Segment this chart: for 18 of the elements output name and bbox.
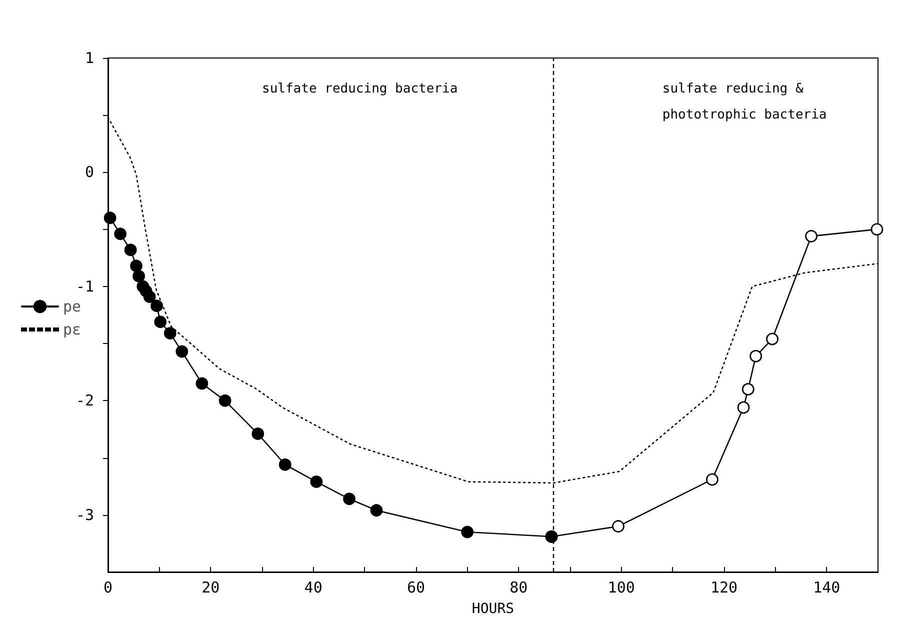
x-tick-label: 40 <box>304 578 322 596</box>
y-tick-label: -2 <box>76 392 94 410</box>
x-tick-label: 80 <box>510 578 528 596</box>
x-tick-label: 60 <box>406 578 426 596</box>
annotation: sulfate reducing bacteria <box>262 82 458 96</box>
y-tick-label: -1 <box>76 277 94 296</box>
x-tick-label: 20 <box>202 578 220 596</box>
y-tick-label: 1 <box>84 49 94 67</box>
legend-label: pe <box>63 298 82 316</box>
x-tick-label: 0 <box>103 578 113 596</box>
x-tick-label: 100 <box>608 578 635 596</box>
annotation: sulfate reducing & phototrophic bacteria <box>662 82 827 122</box>
y-tick-label: 0 <box>84 163 94 182</box>
legend-label: pε <box>63 320 82 338</box>
x-tick-label: 140 <box>813 578 840 596</box>
x-tick-label: 120 <box>710 578 738 596</box>
x-axis-title: HOURS <box>472 601 514 617</box>
y-tick-label: -3 <box>76 506 94 524</box>
